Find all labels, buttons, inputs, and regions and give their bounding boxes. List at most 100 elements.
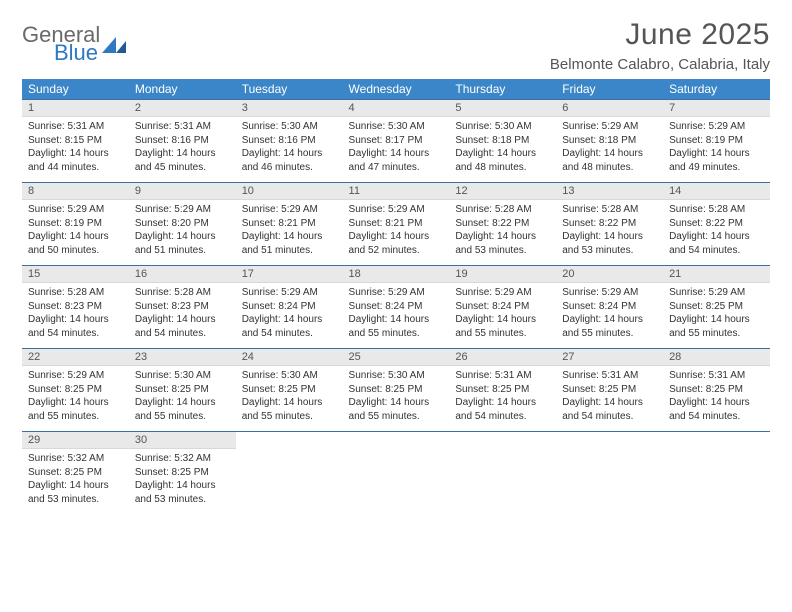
- day-details: Sunrise: 5:30 AMSunset: 8:16 PMDaylight:…: [236, 117, 343, 182]
- sunrise-line: Sunrise: 5:29 AM: [562, 286, 657, 300]
- day-cell: 17Sunrise: 5:29 AMSunset: 8:24 PMDayligh…: [236, 266, 343, 349]
- sunrise-line: Sunrise: 5:29 AM: [349, 203, 444, 217]
- day-details: Sunrise: 5:28 AMSunset: 8:22 PMDaylight:…: [449, 200, 556, 265]
- sunset-line: Sunset: 8:25 PM: [349, 383, 444, 397]
- sunset-line: Sunset: 8:25 PM: [669, 300, 764, 314]
- daylight-line: Daylight: 14 hours and 52 minutes.: [349, 230, 444, 257]
- day-number: 25: [343, 349, 450, 366]
- location-subtitle: Belmonte Calabro, Calabria, Italy: [550, 56, 770, 73]
- day-details: Sunrise: 5:31 AMSunset: 8:25 PMDaylight:…: [663, 366, 770, 431]
- day-cell: 14Sunrise: 5:28 AMSunset: 8:22 PMDayligh…: [663, 183, 770, 266]
- weekday-header: Tuesday: [236, 79, 343, 100]
- day-cell: 20Sunrise: 5:29 AMSunset: 8:24 PMDayligh…: [556, 266, 663, 349]
- sunset-line: Sunset: 8:18 PM: [562, 134, 657, 148]
- day-details: Sunrise: 5:29 AMSunset: 8:25 PMDaylight:…: [663, 283, 770, 348]
- day-number: 2: [129, 100, 236, 117]
- weekday-header: Saturday: [663, 79, 770, 100]
- sunrise-line: Sunrise: 5:30 AM: [135, 369, 230, 383]
- sunset-line: Sunset: 8:24 PM: [242, 300, 337, 314]
- day-details: Sunrise: 5:30 AMSunset: 8:25 PMDaylight:…: [236, 366, 343, 431]
- week-row: 29Sunrise: 5:32 AMSunset: 8:25 PMDayligh…: [22, 432, 770, 515]
- day-details: Sunrise: 5:31 AMSunset: 8:16 PMDaylight:…: [129, 117, 236, 182]
- day-number: 29: [22, 432, 129, 449]
- sunrise-line: Sunrise: 5:29 AM: [28, 203, 123, 217]
- sunset-line: Sunset: 8:25 PM: [28, 383, 123, 397]
- day-cell: 25Sunrise: 5:30 AMSunset: 8:25 PMDayligh…: [343, 349, 450, 432]
- brand-mark-icon: [102, 35, 128, 53]
- sunrise-line: Sunrise: 5:28 AM: [28, 286, 123, 300]
- day-details: Sunrise: 5:29 AMSunset: 8:25 PMDaylight:…: [22, 366, 129, 431]
- day-details: Sunrise: 5:30 AMSunset: 8:17 PMDaylight:…: [343, 117, 450, 182]
- sunset-line: Sunset: 8:21 PM: [349, 217, 444, 231]
- sunrise-line: Sunrise: 5:32 AM: [135, 452, 230, 466]
- day-details: Sunrise: 5:28 AMSunset: 8:23 PMDaylight:…: [22, 283, 129, 348]
- weekday-header: Friday: [556, 79, 663, 100]
- sunrise-line: Sunrise: 5:29 AM: [455, 286, 550, 300]
- day-number: 11: [343, 183, 450, 200]
- daylight-line: Daylight: 14 hours and 54 minutes.: [669, 230, 764, 257]
- day-number: 20: [556, 266, 663, 283]
- sunset-line: Sunset: 8:25 PM: [135, 383, 230, 397]
- day-number: 5: [449, 100, 556, 117]
- sunrise-line: Sunrise: 5:30 AM: [455, 120, 550, 134]
- weekday-header: Wednesday: [343, 79, 450, 100]
- sunrise-line: Sunrise: 5:31 AM: [562, 369, 657, 383]
- day-number: 6: [556, 100, 663, 117]
- daylight-line: Daylight: 14 hours and 48 minutes.: [562, 147, 657, 174]
- sunset-line: Sunset: 8:24 PM: [455, 300, 550, 314]
- sunset-line: Sunset: 8:22 PM: [455, 217, 550, 231]
- day-cell: 3Sunrise: 5:30 AMSunset: 8:16 PMDaylight…: [236, 100, 343, 183]
- title-block: June 2025 Belmonte Calabro, Calabria, It…: [550, 18, 770, 73]
- sunset-line: Sunset: 8:21 PM: [242, 217, 337, 231]
- daylight-line: Daylight: 14 hours and 53 minutes.: [135, 479, 230, 506]
- daylight-line: Daylight: 14 hours and 51 minutes.: [135, 230, 230, 257]
- sunset-line: Sunset: 8:22 PM: [562, 217, 657, 231]
- day-cell: .: [556, 432, 663, 515]
- daylight-line: Daylight: 14 hours and 46 minutes.: [242, 147, 337, 174]
- day-cell: .: [449, 432, 556, 515]
- day-number: 24: [236, 349, 343, 366]
- day-number: 26: [449, 349, 556, 366]
- brand-logo: General Blue: [22, 18, 128, 64]
- daylight-line: Daylight: 14 hours and 55 minutes.: [349, 396, 444, 423]
- day-number: 28: [663, 349, 770, 366]
- calendar-page: General Blue June 2025 Belmonte Calabro,…: [0, 0, 792, 524]
- day-cell: 1Sunrise: 5:31 AMSunset: 8:15 PMDaylight…: [22, 100, 129, 183]
- sunrise-line: Sunrise: 5:28 AM: [135, 286, 230, 300]
- sunset-line: Sunset: 8:19 PM: [28, 217, 123, 231]
- sunset-line: Sunset: 8:25 PM: [669, 383, 764, 397]
- sunrise-line: Sunrise: 5:30 AM: [242, 120, 337, 134]
- day-details: Sunrise: 5:30 AMSunset: 8:25 PMDaylight:…: [129, 366, 236, 431]
- day-cell: 13Sunrise: 5:28 AMSunset: 8:22 PMDayligh…: [556, 183, 663, 266]
- sunrise-line: Sunrise: 5:29 AM: [135, 203, 230, 217]
- sunset-line: Sunset: 8:25 PM: [562, 383, 657, 397]
- daylight-line: Daylight: 14 hours and 53 minutes.: [455, 230, 550, 257]
- sunset-line: Sunset: 8:25 PM: [242, 383, 337, 397]
- calendar-table: Sunday Monday Tuesday Wednesday Thursday…: [22, 79, 770, 514]
- sunrise-line: Sunrise: 5:29 AM: [669, 286, 764, 300]
- sunset-line: Sunset: 8:16 PM: [242, 134, 337, 148]
- day-details: Sunrise: 5:29 AMSunset: 8:19 PMDaylight:…: [22, 200, 129, 265]
- day-details: Sunrise: 5:29 AMSunset: 8:24 PMDaylight:…: [236, 283, 343, 348]
- day-number: 22: [22, 349, 129, 366]
- header: General Blue June 2025 Belmonte Calabro,…: [22, 18, 770, 73]
- day-details: Sunrise: 5:28 AMSunset: 8:22 PMDaylight:…: [556, 200, 663, 265]
- daylight-line: Daylight: 14 hours and 44 minutes.: [28, 147, 123, 174]
- daylight-line: Daylight: 14 hours and 54 minutes.: [669, 396, 764, 423]
- weekday-header-row: Sunday Monday Tuesday Wednesday Thursday…: [22, 79, 770, 100]
- day-number: 16: [129, 266, 236, 283]
- sunrise-line: Sunrise: 5:31 AM: [135, 120, 230, 134]
- sunrise-line: Sunrise: 5:28 AM: [455, 203, 550, 217]
- sunset-line: Sunset: 8:22 PM: [669, 217, 764, 231]
- daylight-line: Daylight: 14 hours and 54 minutes.: [242, 313, 337, 340]
- sunset-line: Sunset: 8:23 PM: [28, 300, 123, 314]
- sunrise-line: Sunrise: 5:32 AM: [28, 452, 123, 466]
- daylight-line: Daylight: 14 hours and 53 minutes.: [28, 479, 123, 506]
- brand-text: General Blue: [22, 24, 100, 64]
- day-number: 8: [22, 183, 129, 200]
- daylight-line: Daylight: 14 hours and 55 minutes.: [349, 313, 444, 340]
- sunset-line: Sunset: 8:20 PM: [135, 217, 230, 231]
- week-row: 1Sunrise: 5:31 AMSunset: 8:15 PMDaylight…: [22, 100, 770, 183]
- day-cell: .: [236, 432, 343, 515]
- sunset-line: Sunset: 8:15 PM: [28, 134, 123, 148]
